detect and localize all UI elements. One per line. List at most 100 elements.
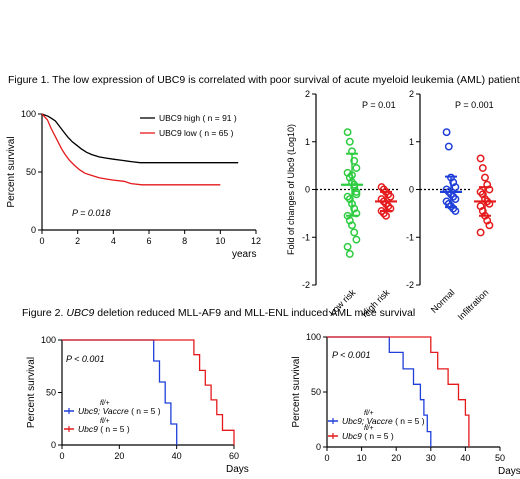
p-value-annotation: P < 0.001 [66,354,104,364]
x-tick-label: 40 [460,453,470,463]
legend-superscript: fl/+ [364,410,374,417]
legend-label: UBC9 low ( n = 65 ) [159,128,234,138]
x-axis-label: Days [498,466,520,477]
x-tick-label: 40 [172,451,182,461]
dot-plot-chart: -2 -1 0 1 2 Fold of changes of Ubc9 (Log10) -2… [286,89,496,322]
y-tick-label: 50 [311,387,321,397]
y-tick-label: 1 [409,137,414,147]
y-tick-label: -2 [302,280,310,290]
y-axis-label: Percent survival [6,136,17,207]
x-tick-label: 20 [114,451,124,461]
category-label: Low risk [327,287,358,318]
y-tick-label: 100 [306,332,321,342]
x-tick-label: 60 [229,451,239,461]
p-value-annotation: P = 0.018 [72,208,110,218]
legend-label: Ubc9; Vaccre ( n = 5 ) [342,416,425,426]
y-tick-label: 0 [305,185,310,195]
legend-superscript: fl/+ [100,400,110,407]
y-tick-label: 50 [46,388,56,398]
x-tick-label: 8 [182,236,187,246]
x-tick-label: 10 [357,453,367,463]
category-label: Normal [429,287,457,315]
y-tick-label: 50 [26,167,36,177]
dot-group-0: Low risk [327,128,363,318]
data-point [451,195,460,204]
x-tick-label: 12 [251,236,261,246]
data-point [478,164,487,172]
survival-curve-2 [41,113,221,186]
data-point [485,221,494,230]
p-value-annotation: P = 0.001 [455,100,494,110]
figure1-caption: Figure 1. The low expression of UBC9 is … [8,74,520,86]
category-label: High risk [360,287,392,319]
x-tick-label: 6 [146,236,151,246]
km-chart-1: 0 50 100 0 2 4 6 8 10 12 Percent survival years P = … [6,109,261,260]
y-tick-label: 2 [409,89,414,99]
km-chart-4: 0 50 100 0 10 20 30 40 50 Percent survival Days P <… [291,332,520,477]
y-tick-label: 0 [316,442,321,452]
legend-label: Ubc9 ( n = 5 ) [78,424,130,434]
y-tick-label: 100 [41,335,56,345]
data-point [350,228,359,237]
km-chart-3: 0 50 100 0 20 40 60 Percent survival Days P < 0.0… [26,335,249,475]
survival-curve-1 [327,336,432,447]
legend-label: Ubc9 ( n = 5 ) [342,431,394,441]
x-tick-label: 4 [111,236,116,246]
data-point [476,154,485,163]
survival-curve-2 [327,336,470,447]
y-tick-label: 100 [21,109,36,119]
x-tick-label: 50 [495,453,505,463]
dot-group-3: Infiltration [456,154,496,322]
data-point [481,173,489,182]
x-tick-label: 0 [39,236,44,246]
figure2-caption-gene: UBC9 [66,307,95,319]
data-point [442,128,451,137]
figure2-caption-rest: deletion reduced MLL-AF9 and MLL-ENL ind… [94,307,416,319]
x-tick-label: 20 [391,453,401,463]
x-tick-label: 0 [324,453,329,463]
legend-superscript: fl/+ [364,425,374,432]
data-point [352,235,361,244]
x-tick-label: 30 [426,453,436,463]
data-point [382,211,390,220]
figure2-caption-prefix: Figure 2. [22,307,67,319]
data-point [444,142,453,151]
legend-label: Ubc9; Vaccre ( n = 5 ) [78,406,161,416]
x-tick-label: 0 [59,451,64,461]
data-point [345,137,354,146]
data-point [348,221,356,230]
p-value-annotation: P = 0.01 [362,100,396,110]
y-axis-label: Percent survival [291,356,302,427]
data-point [451,183,460,192]
data-point [352,190,361,199]
dot-group-1: High risk [360,183,397,319]
survival-curve-1 [62,339,178,445]
y-axis-label: Percent survival [26,357,37,428]
data-point [386,192,395,201]
data-point [352,187,361,196]
survival-curve-1 [41,113,239,164]
p-value-annotation: P < 0.001 [332,350,370,360]
y-tick-label: -2 [406,280,414,290]
data-point [476,228,485,237]
y-tick-label: 0 [51,440,56,450]
category-label: Infiltration [456,287,491,322]
data-point [343,128,352,137]
dot-group-2: Normal [429,128,462,315]
figure2-caption: Figure 2. UBC9 deletion reduced MLL-AF9 … [22,307,415,319]
data-point [345,250,354,258]
y-tick-label: 0 [409,185,414,195]
y-axis-label: Fold of changes of Ubc9 (Log10) [286,124,296,255]
y-tick-label: 0 [31,225,36,235]
y-tick-label: -1 [406,232,414,242]
data-point [350,156,359,165]
data-point [343,242,352,251]
legend-superscript: fl/+ [100,418,110,425]
y-tick-label: -1 [302,232,310,242]
legend-label: UBC9 high ( n = 91 ) [159,113,237,123]
survival-curve-2 [62,339,235,445]
y-tick-label: 1 [305,137,310,147]
data-point [352,164,361,172]
x-tick-label: 10 [215,236,225,246]
